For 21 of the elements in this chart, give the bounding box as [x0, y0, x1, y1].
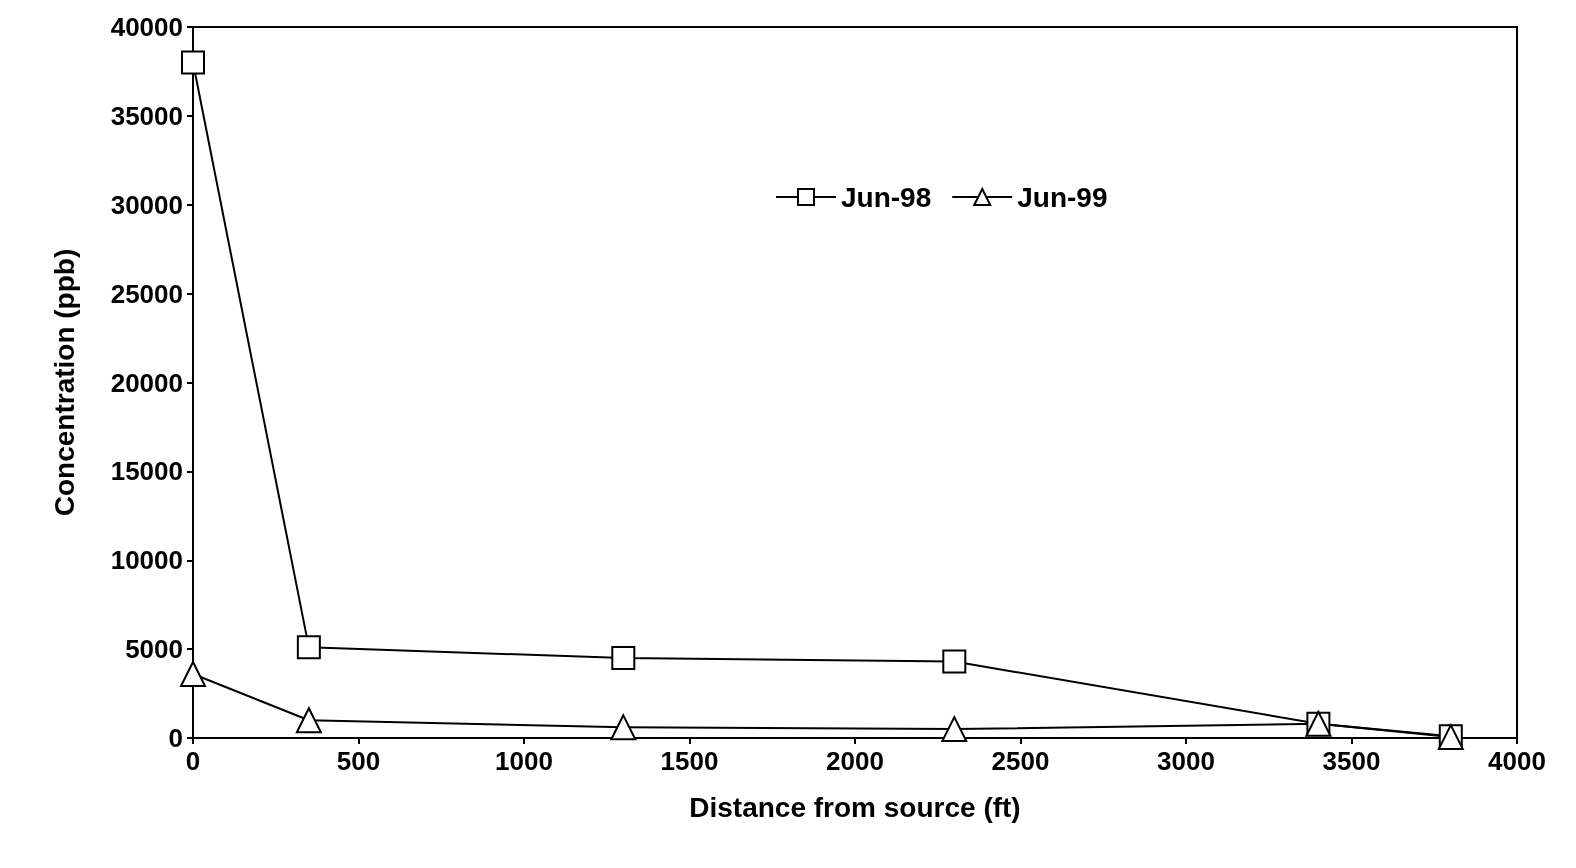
y-tick-label: 10000 — [110, 545, 183, 576]
y-tick-label: 35000 — [110, 100, 183, 131]
x-axis-title: Distance from source (ft) — [689, 791, 1021, 823]
y-tick-label: 30000 — [110, 189, 183, 220]
y-tick-label: 15000 — [110, 456, 183, 487]
y-tick-label: 0 — [168, 723, 183, 753]
y-axis-title: Concentration (ppb) — [48, 248, 80, 517]
legend-label: Jun-98 — [841, 181, 932, 213]
legend-label: Jun-99 — [1017, 181, 1108, 213]
x-tick-label: 1000 — [495, 746, 553, 776]
x-tick-label: 2000 — [826, 746, 884, 776]
y-tick-label: 40000 — [110, 12, 183, 42]
x-tick-label: 3500 — [1322, 746, 1381, 776]
x-tick-label: 4000 — [1488, 746, 1546, 776]
y-tick-label: 25000 — [110, 278, 183, 309]
y-tick-label: 20000 — [110, 367, 183, 398]
x-tick-label: 3000 — [1157, 746, 1215, 776]
y-tick-label: 5000 — [125, 634, 183, 665]
x-tick-label: 1500 — [660, 746, 719, 776]
x-tick-label: 2500 — [991, 746, 1050, 776]
x-tick-label: 500 — [336, 746, 381, 776]
